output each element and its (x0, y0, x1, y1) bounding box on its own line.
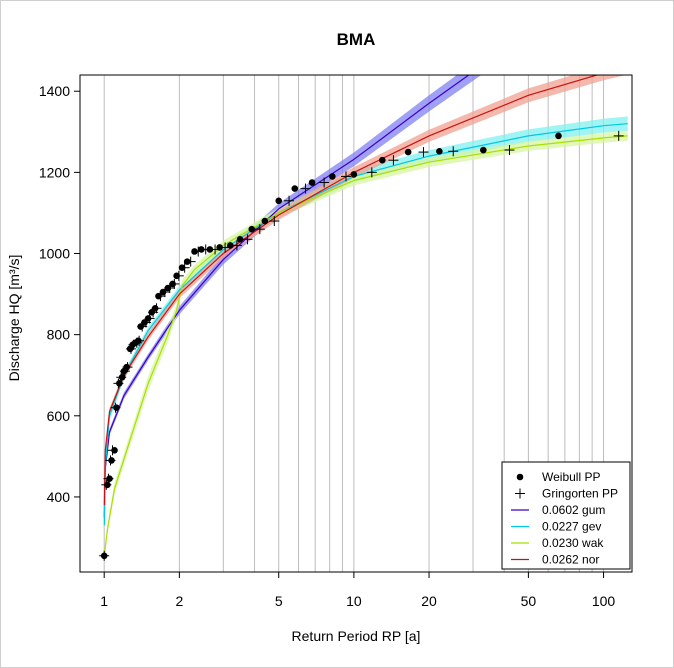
x-tick-label: 100 (592, 593, 616, 609)
gringorten-point (164, 283, 175, 293)
gringorten-point (210, 244, 221, 255)
gringorten-point (99, 550, 110, 561)
legend-entry: 0.0230 wak (511, 536, 604, 550)
weibull-point (308, 179, 316, 186)
x-tick-label: 10 (346, 593, 362, 609)
gringorten-point (448, 146, 459, 157)
legend-dot-icon (516, 473, 524, 481)
distribution-line (103, 75, 470, 518)
confidence-band (104, 75, 627, 510)
gringorten-point (220, 242, 231, 253)
gringorten-point (388, 155, 399, 166)
legend-label: Gringorten PP (542, 487, 618, 501)
legend-label: Weibull PP (542, 470, 600, 484)
gringorten-point (254, 224, 265, 235)
gringorten-point (113, 378, 124, 389)
weibull-point (555, 132, 562, 140)
gringorten-point (185, 256, 196, 267)
gringorten-point (300, 183, 311, 194)
gringorten-point (105, 455, 116, 466)
gringorten-point (119, 366, 130, 377)
gringorten-point (151, 303, 162, 314)
x-tick-label: 1 (100, 593, 108, 609)
distribution-line (103, 75, 599, 506)
x-tick-label: 5 (275, 593, 283, 609)
y-axis-label: Discharge HQ [m³/s] (6, 255, 22, 382)
gringorten-point (504, 145, 515, 156)
gringorten-point (155, 291, 166, 302)
gringorten-point (116, 372, 127, 383)
legend-entry: 0.0262 nor (511, 553, 599, 567)
gringorten-point (159, 287, 170, 298)
weibull-point (291, 185, 299, 192)
legend-entry: 0.0227 gev (511, 520, 601, 534)
gringorten-point (269, 216, 280, 227)
y-tick-label: 1400 (39, 83, 70, 99)
weibull-point (436, 147, 443, 155)
plot-frame (79, 74, 633, 573)
x-tick-label: 50 (521, 593, 537, 609)
gringorten-point (144, 313, 155, 324)
gringorten-point (131, 337, 142, 348)
gringorten-point (179, 262, 190, 273)
y-tick-label: 800 (47, 327, 71, 343)
y-tick-label: 400 (47, 489, 71, 505)
legend-label: 0.0230 wak (542, 536, 604, 550)
gringorten-point (107, 445, 118, 456)
gringorten-point (101, 479, 112, 490)
distribution-lines (103, 75, 628, 556)
x-axis: 1 2 5 10 20 50 100 (100, 572, 615, 609)
gringorten-point (242, 234, 253, 245)
legend-entry: Weibull PP (516, 470, 600, 484)
gringorten-point (134, 335, 145, 346)
plotting-positions (99, 130, 624, 561)
gringorten-point (319, 177, 330, 188)
legend-label: 0.0602 gum (542, 503, 605, 517)
weibull-point (329, 173, 336, 180)
weibull-point (480, 146, 487, 154)
y-tick-label: 600 (47, 408, 71, 424)
gringorten-point (418, 147, 429, 158)
legend-plus-icon (515, 488, 525, 499)
y-tick-label: 1200 (39, 164, 70, 180)
x-tick-label: 20 (421, 593, 437, 609)
gringorten-point (173, 270, 184, 281)
legend-label: 0.0227 gev (542, 520, 601, 534)
weibull-point (275, 197, 283, 205)
weibull-point (236, 236, 244, 243)
gringorten-point (200, 244, 211, 255)
weibull-point (404, 148, 412, 156)
legend-entry: Gringorten PP (515, 487, 618, 501)
x-axis-label: Return Period RP [a] (292, 628, 421, 644)
x-tick-label: 2 (175, 593, 183, 609)
weibull-point (379, 156, 386, 164)
gringorten-point (122, 362, 133, 373)
gringorten-point (341, 171, 352, 182)
legend: Weibull PP Gringorten PP 0.0602 gum 0.0227 … (501, 461, 631, 570)
y-axis: 400 600 800 1000 1200 1400 (39, 83, 80, 505)
weibull-point (248, 225, 256, 233)
gringorten-point (169, 278, 180, 289)
gringorten-point (125, 343, 136, 354)
gringorten-point (284, 195, 295, 206)
weibull-point (261, 217, 269, 225)
gringorten-point (103, 473, 114, 484)
gringorten-point (231, 240, 242, 251)
legend-box (501, 461, 631, 570)
gringorten-point (193, 246, 204, 257)
legend-entry: 0.0602 gum (511, 503, 605, 517)
weibull-point (350, 171, 358, 178)
legend-label: 0.0262 nor (542, 553, 599, 567)
gringorten-point (366, 167, 377, 178)
gringorten-point (613, 130, 624, 141)
y-tick-label: 1000 (39, 246, 70, 262)
chart-title: BMA (337, 30, 376, 49)
distribution-line (103, 135, 628, 556)
gringorten-point (110, 402, 121, 413)
